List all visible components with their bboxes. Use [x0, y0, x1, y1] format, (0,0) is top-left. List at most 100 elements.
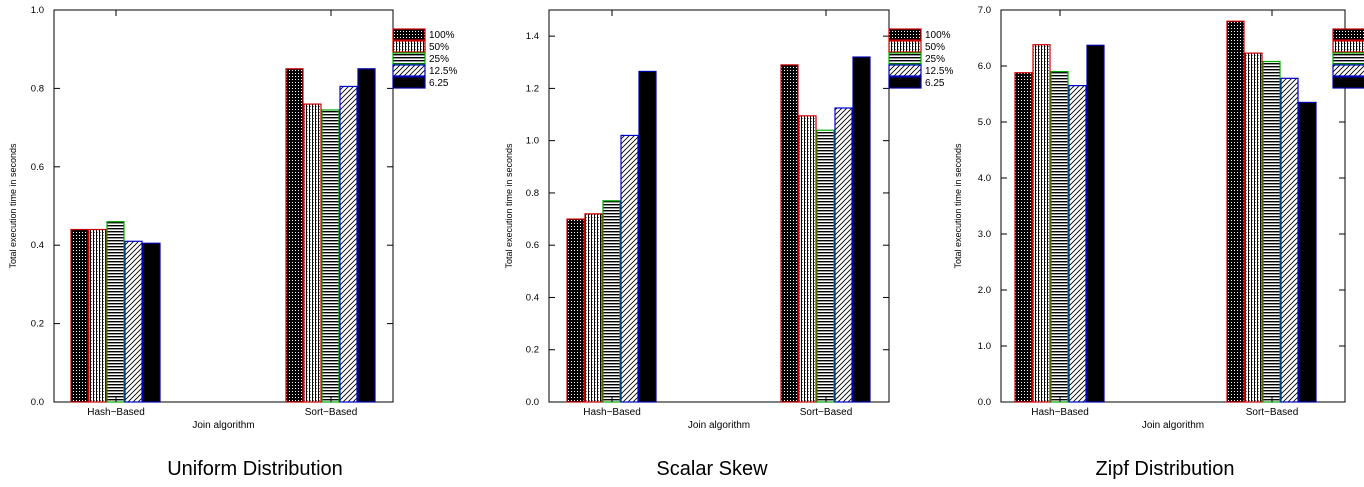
bar-125-1	[834, 107, 853, 403]
chart-panel-2: 0.0 1.0 2.0 3.0 4.0 5.0 6.0 7.0 Total execution …	[953, 5, 1364, 431]
legend-label: 100%	[925, 30, 951, 41]
legend-label: 12.5%	[925, 66, 953, 77]
bar-25-0	[106, 221, 125, 403]
y-tick-label: 7.0	[978, 5, 991, 16]
plot-frame	[53, 9, 394, 403]
chart-panel-1: 0.0 0.2 0.4 0.6 0.8 1.0 1.2 1.4 Total execution …	[504, 9, 953, 431]
legend-label: 50%	[429, 42, 449, 53]
legend-swatch	[1332, 40, 1364, 53]
bar-625-0	[1086, 44, 1105, 403]
x-tick-label: Sort−Based	[1246, 407, 1299, 418]
bar-625-1	[852, 56, 871, 403]
legend-swatch	[392, 52, 426, 65]
plot-frame	[548, 9, 890, 403]
legend-swatch	[1332, 64, 1364, 77]
y-tick-label: 0.4	[526, 292, 539, 303]
x-axis-label: Join algorithm	[688, 420, 750, 431]
bar-625-0	[638, 70, 657, 403]
chart-panel-0: 0.0 0.2 0.4 0.6 0.8 1.0 Total execution time i…	[8, 5, 457, 431]
bar-100-1	[780, 64, 799, 403]
y-tick-label: 0.0	[31, 397, 44, 408]
y-tick-label: 0.4	[31, 240, 44, 251]
y-tick-label: 6.0	[978, 61, 991, 72]
bar-50-1	[798, 115, 817, 403]
legend-swatch	[1332, 28, 1364, 41]
legend-label: 6.25	[429, 78, 449, 89]
caption-uniform-distribution: Uniform Distribution	[167, 458, 343, 480]
legend: 100%50%25%12.5%6.25	[1332, 28, 1364, 89]
x-tick-label: Hash−Based	[583, 407, 641, 418]
bar-50-0	[584, 213, 603, 403]
caption-zipf-distribution: Zipf Distribution	[1095, 458, 1235, 480]
y-tick-label: 1.0	[526, 136, 539, 147]
y-tick-label: 1.0	[31, 5, 44, 16]
bar-125-0	[620, 134, 639, 403]
legend-swatch	[888, 28, 922, 41]
bar-125-0	[124, 240, 143, 403]
y-tick-label: 2.0	[978, 285, 991, 296]
bar-125-0	[1068, 84, 1087, 403]
bar-100-0	[566, 218, 585, 403]
y-axis-label: Total execution time in seconds	[953, 143, 963, 269]
legend-label: 12.5%	[429, 66, 457, 77]
bar-625-1	[1298, 101, 1317, 403]
bar-100-1	[1226, 20, 1245, 403]
bar-100-0	[1014, 72, 1033, 403]
bar-100-0	[70, 228, 89, 403]
legend: 100%50%25%12.5%6.25	[888, 28, 953, 89]
y-tick-label: 1.0	[978, 341, 991, 352]
bar-625-1	[357, 68, 376, 403]
x-tick-label: Sort−Based	[305, 407, 358, 418]
x-axis-label: Join algorithm	[1142, 420, 1204, 431]
legend-swatch	[888, 52, 922, 65]
y-axis-label: Total execution time in seconds	[504, 143, 514, 269]
y-tick-label: 0.8	[31, 83, 44, 94]
y-tick-label: 5.0	[978, 117, 991, 128]
y-tick-label: 0.0	[526, 397, 539, 408]
legend-label: 25%	[429, 54, 449, 65]
legend-swatch	[392, 40, 426, 53]
y-tick-label: 0.2	[31, 319, 44, 330]
legend-swatch	[392, 64, 426, 77]
bar-125-1	[339, 85, 358, 403]
bar-50-1	[1244, 52, 1263, 403]
y-tick-label: 4.0	[978, 173, 991, 184]
plot-frame	[1000, 9, 1346, 403]
y-tick-label: 0.8	[526, 188, 539, 199]
y-tick-label: 0.6	[31, 162, 44, 173]
bar-25-1	[1262, 60, 1281, 403]
bar-50-0	[88, 228, 107, 403]
bar-125-1	[1280, 77, 1299, 403]
legend-swatch	[888, 40, 922, 53]
bar-100-1	[285, 68, 304, 403]
bar-50-0	[1032, 44, 1051, 403]
x-tick-label: Hash−Based	[87, 407, 145, 418]
y-tick-label: 0.0	[978, 397, 991, 408]
legend-label: 25%	[925, 54, 945, 65]
legend-label: 100%	[429, 30, 455, 41]
bar-625-0	[142, 242, 161, 403]
bar-25-0	[1050, 70, 1069, 403]
legend-swatch	[392, 76, 426, 89]
bar-25-0	[602, 200, 621, 403]
legend-swatch	[1332, 52, 1364, 65]
legend: 100%50%25%12.5%6.25	[392, 28, 457, 89]
bar-50-1	[303, 103, 322, 403]
y-tick-label: 0.6	[526, 240, 539, 251]
y-tick-label: 1.2	[526, 83, 539, 94]
legend-swatch	[888, 76, 922, 89]
x-tick-label: Hash−Based	[1031, 407, 1089, 418]
bar-25-1	[321, 109, 340, 403]
caption-scalar-skew: Scalar Skew	[656, 458, 768, 480]
bar-25-1	[816, 129, 835, 403]
legend-swatch	[392, 28, 426, 41]
y-tick-label: 0.2	[526, 345, 539, 356]
legend-label: 6.25	[925, 78, 945, 89]
x-axis-label: Join algorithm	[192, 420, 254, 431]
legend-swatch	[888, 64, 922, 77]
y-tick-label: 1.4	[526, 31, 539, 42]
y-tick-label: 3.0	[978, 229, 991, 240]
x-tick-label: Sort−Based	[800, 407, 853, 418]
y-axis-label: Total execution time in seconds	[8, 143, 18, 269]
